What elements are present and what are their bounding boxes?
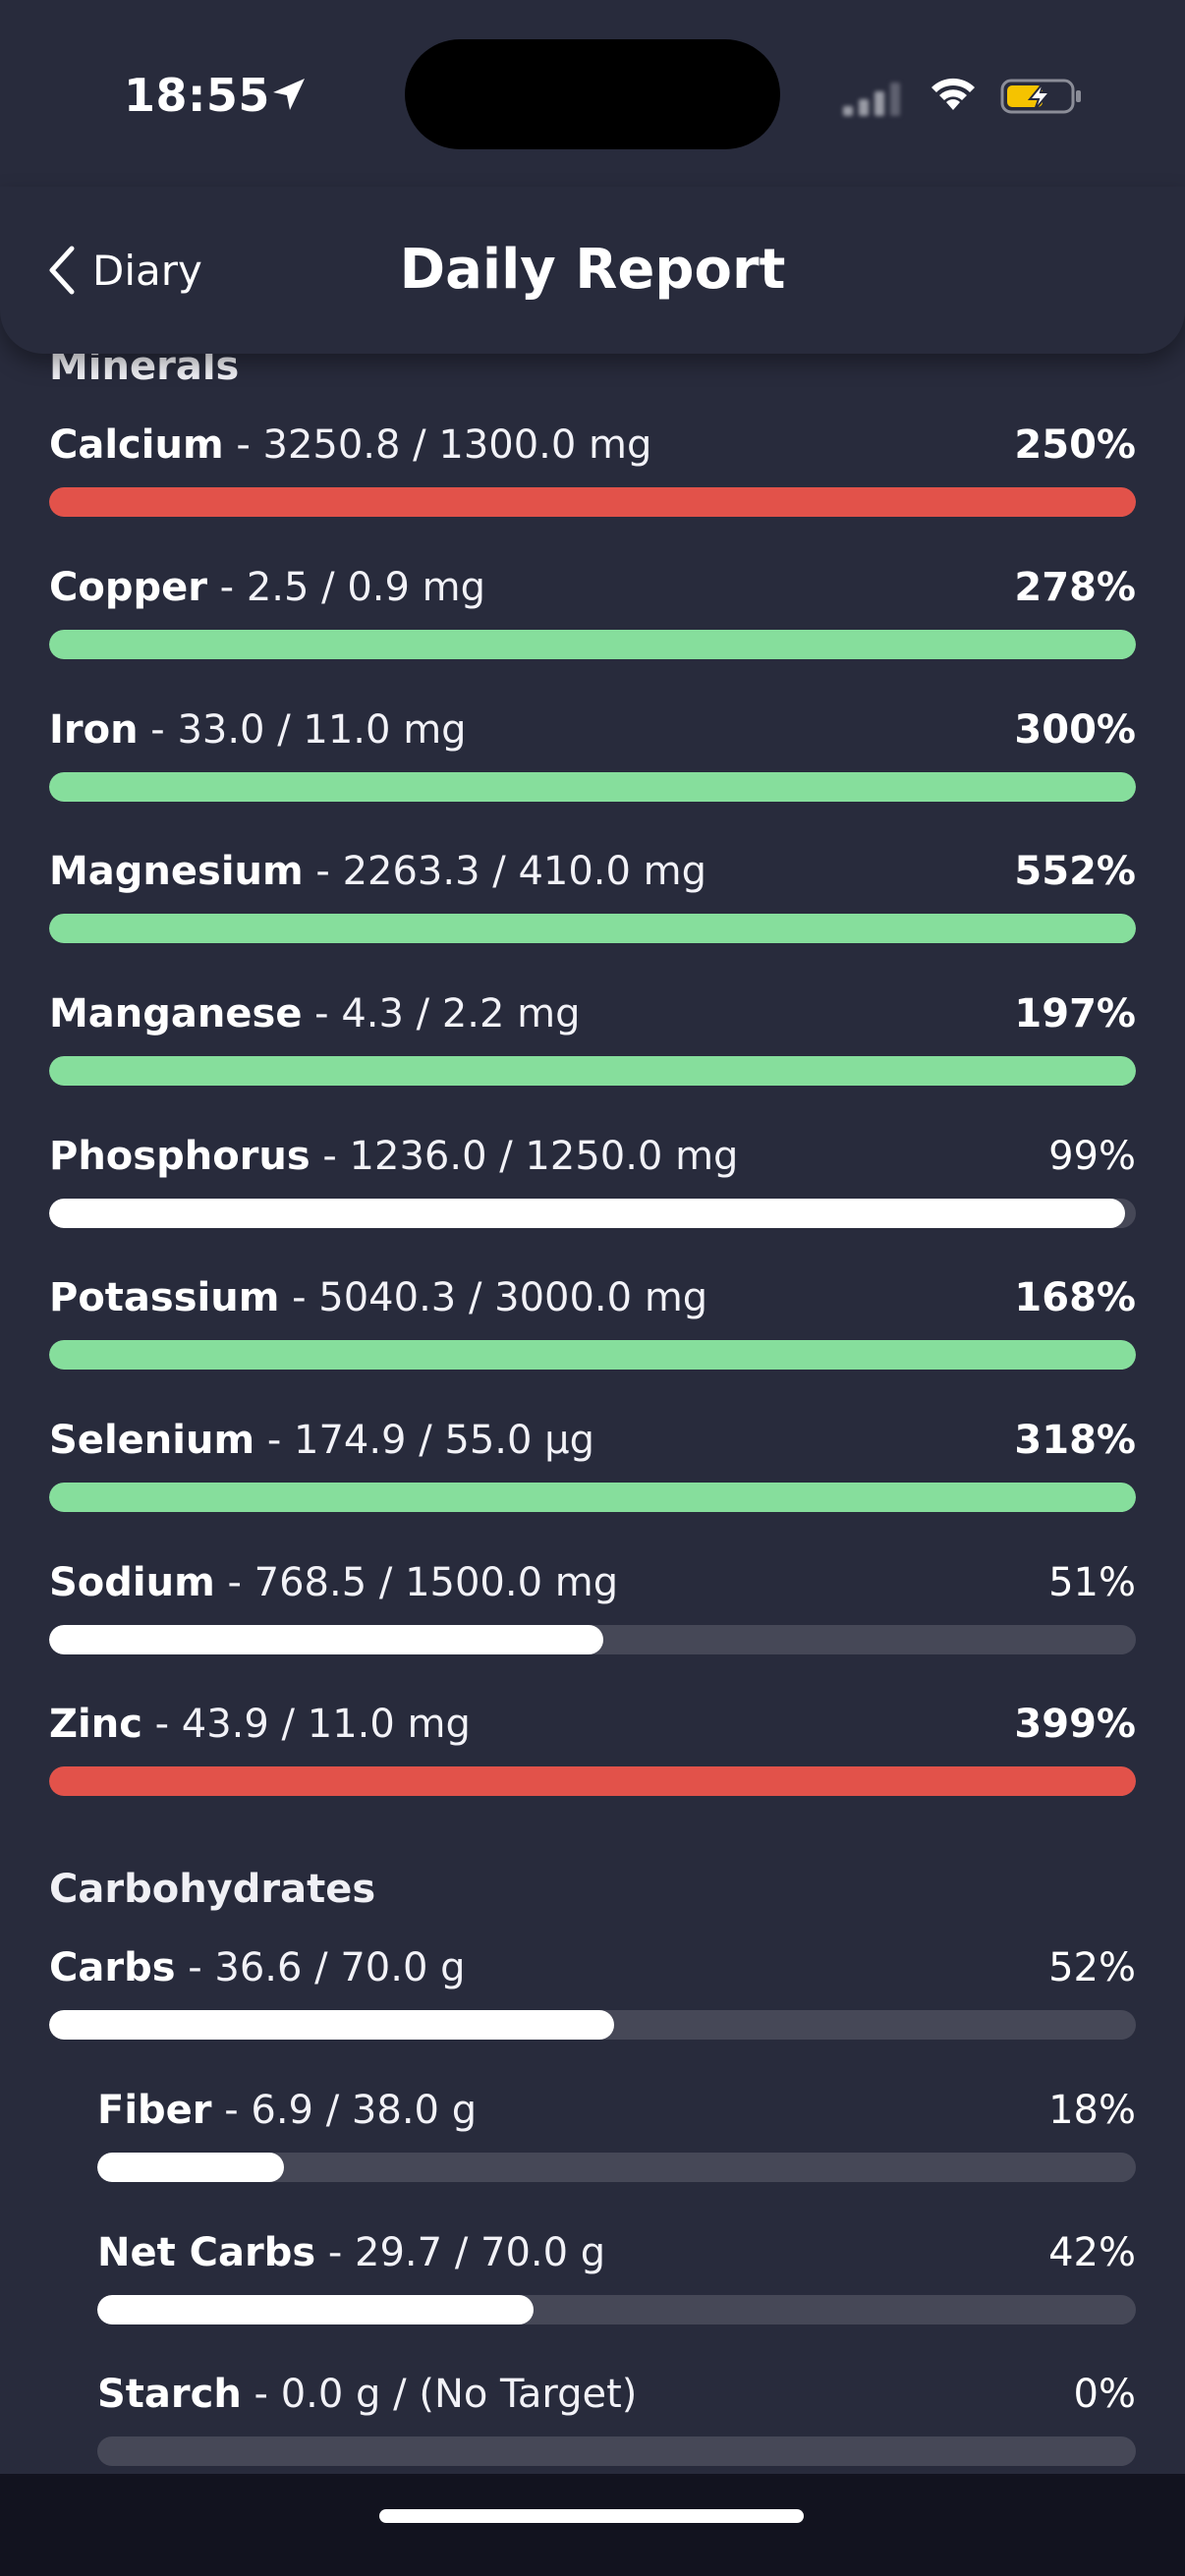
progress-bar-fill — [49, 1625, 604, 1654]
back-label: Diary — [92, 246, 202, 295]
home-indicator[interactable] — [379, 2509, 804, 2523]
nutrient-percent: 51% — [1048, 1560, 1136, 1605]
nutrient-row-magnesium: Magnesium - 2263.3 / 410.0 mg 552% — [49, 849, 1136, 967]
nutrient-amount: - 1236.0 / 1250.0 mg — [310, 1134, 739, 1179]
progress-bar — [49, 1340, 1136, 1370]
nutrient-amount: - 2.5 / 0.9 mg — [206, 565, 486, 610]
nutrient-row-phosphorus: Phosphorus - 1236.0 / 1250.0 mg 99% — [49, 1134, 1136, 1252]
nutrient-amount: - 0.0 g / (No Target) — [241, 2372, 638, 2417]
nutrient-amount: - 768.5 / 1500.0 mg — [214, 1560, 619, 1605]
nutrient-percent: 552% — [1014, 849, 1136, 894]
progress-bar-fill — [49, 772, 1136, 802]
progress-bar — [49, 914, 1136, 943]
nutrient-percent: 42% — [1048, 2230, 1136, 2275]
progress-bar — [97, 2153, 1136, 2182]
progress-bar — [49, 1056, 1136, 1086]
progress-bar — [49, 487, 1136, 517]
nutrient-name: Magnesium — [49, 849, 304, 894]
location-arrow-icon — [273, 79, 305, 110]
progress-bar-fill — [49, 1483, 1136, 1512]
nutrient-row-potassium: Potassium - 5040.3 / 3000.0 mg 168% — [49, 1275, 1136, 1393]
nutrient-percent: 52% — [1048, 1945, 1136, 1990]
nutrient-percent: 300% — [1014, 707, 1136, 753]
nutrient-percent: 399% — [1014, 1702, 1136, 1747]
nutrient-name: Copper — [49, 565, 207, 610]
nutrient-name: Manganese — [49, 991, 303, 1036]
nutrient-amount: - 43.9 / 11.0 mg — [141, 1702, 471, 1747]
nutrient-percent: 318% — [1014, 1418, 1136, 1463]
wifi-icon — [931, 78, 975, 110]
home-indicator-area — [0, 2474, 1185, 2576]
nutrient-name: Fiber — [97, 2088, 212, 2133]
nutrient-amount: - 29.7 / 70.0 g — [315, 2230, 606, 2275]
nutrient-amount: - 2263.3 / 410.0 mg — [303, 849, 707, 894]
progress-bar — [49, 630, 1136, 659]
nutrient-name: Selenium — [49, 1418, 255, 1463]
nutrient-percent: 168% — [1014, 1275, 1136, 1320]
progress-bar — [49, 772, 1136, 802]
nutrient-name: Potassium — [49, 1275, 280, 1320]
nutrient-amount: - 3250.8 / 1300.0 mg — [223, 422, 652, 468]
progress-bar-fill — [49, 1199, 1125, 1228]
progress-bar — [97, 2436, 1136, 2466]
status-time: 18:55 — [124, 69, 270, 122]
nutrient-row-calcium: Calcium - 3250.8 / 1300.0 mg 250% — [49, 422, 1136, 540]
nutrient-percent: 278% — [1014, 565, 1136, 610]
nutrient-name: Iron — [49, 707, 139, 753]
cellular-signal-icon — [843, 83, 900, 116]
page-title: Daily Report — [399, 238, 786, 302]
progress-bar-fill — [97, 2295, 534, 2324]
nutrient-name: Net Carbs — [97, 2230, 316, 2275]
report-content[interactable]: Minerals Calcium - 3250.8 / 1300.0 mg 250… — [0, 336, 1185, 2468]
nutrient-amount: - 5040.3 / 3000.0 mg — [279, 1275, 708, 1320]
progress-bar-fill — [49, 1340, 1136, 1370]
nutrient-amount: - 36.6 / 70.0 g — [175, 1945, 466, 1990]
back-button[interactable]: Diary — [47, 236, 202, 305]
progress-bar — [49, 2010, 1136, 2040]
nutrient-row-carbs: Carbs - 36.6 / 70.0 g 52% — [49, 1945, 1136, 2063]
nutrient-name: Starch — [97, 2372, 242, 2417]
nutrient-row-fiber: Fiber - 6.9 / 38.0 g 18% — [97, 2088, 1136, 2206]
nutrient-amount: - 4.3 / 2.2 mg — [302, 991, 581, 1036]
battery-charging-icon — [1000, 79, 1081, 114]
nutrient-name: Zinc — [49, 1702, 142, 1747]
nutrient-amount: - 33.0 / 11.0 mg — [138, 707, 467, 753]
progress-bar-fill — [49, 487, 1136, 517]
nutrient-row-selenium: Selenium - 174.9 / 55.0 µg 318% — [49, 1418, 1136, 1536]
section-title-carbohydrates: Carbohydrates — [49, 1867, 376, 1912]
nutrient-name: Sodium — [49, 1560, 215, 1605]
dynamic-island — [405, 39, 780, 149]
nutrient-row-sodium: Sodium - 768.5 / 1500.0 mg 51% — [49, 1560, 1136, 1678]
progress-bar-fill — [49, 2010, 615, 2040]
chevron-left-icon — [49, 246, 75, 295]
nutrient-row-copper: Copper - 2.5 / 0.9 mg 278% — [49, 565, 1136, 683]
nutrient-percent: 18% — [1048, 2088, 1136, 2133]
progress-bar — [49, 1625, 1136, 1654]
nutrient-row-iron: Iron - 33.0 / 11.0 mg 300% — [49, 707, 1136, 825]
nutrient-name: Calcium — [49, 422, 224, 468]
nutrient-percent: 197% — [1014, 991, 1136, 1036]
nutrient-amount: - 6.9 / 38.0 g — [211, 2088, 478, 2133]
progress-bar — [49, 1199, 1136, 1228]
progress-bar-fill — [49, 914, 1136, 943]
progress-bar — [49, 1483, 1136, 1512]
nutrient-row-zinc: Zinc - 43.9 / 11.0 mg 399% — [49, 1702, 1136, 1820]
nutrient-row-manganese: Manganese - 4.3 / 2.2 mg 197% — [49, 991, 1136, 1109]
nutrient-amount: - 174.9 / 55.0 µg — [254, 1418, 595, 1463]
status-bar: 18:55 — [0, 0, 1185, 187]
progress-bar — [49, 1766, 1136, 1796]
progress-bar-fill — [49, 630, 1136, 659]
nutrient-percent: 99% — [1048, 1134, 1136, 1179]
nutrient-row-net-carbs: Net Carbs - 29.7 / 70.0 g 42% — [97, 2230, 1136, 2348]
progress-bar-fill — [49, 1056, 1136, 1086]
progress-bar-fill — [49, 1766, 1136, 1796]
navigation-header: Diary Daily Report — [0, 187, 1185, 354]
nutrient-name: Carbs — [49, 1945, 176, 1990]
nutrient-percent: 250% — [1014, 422, 1136, 468]
nutrient-percent: 0% — [1073, 2372, 1136, 2417]
nutrient-name: Phosphorus — [49, 1134, 310, 1179]
progress-bar-fill — [97, 2153, 285, 2182]
progress-bar — [97, 2295, 1136, 2324]
nutrient-row-starch: Starch - 0.0 g / (No Target) 0% — [97, 2372, 1136, 2468]
